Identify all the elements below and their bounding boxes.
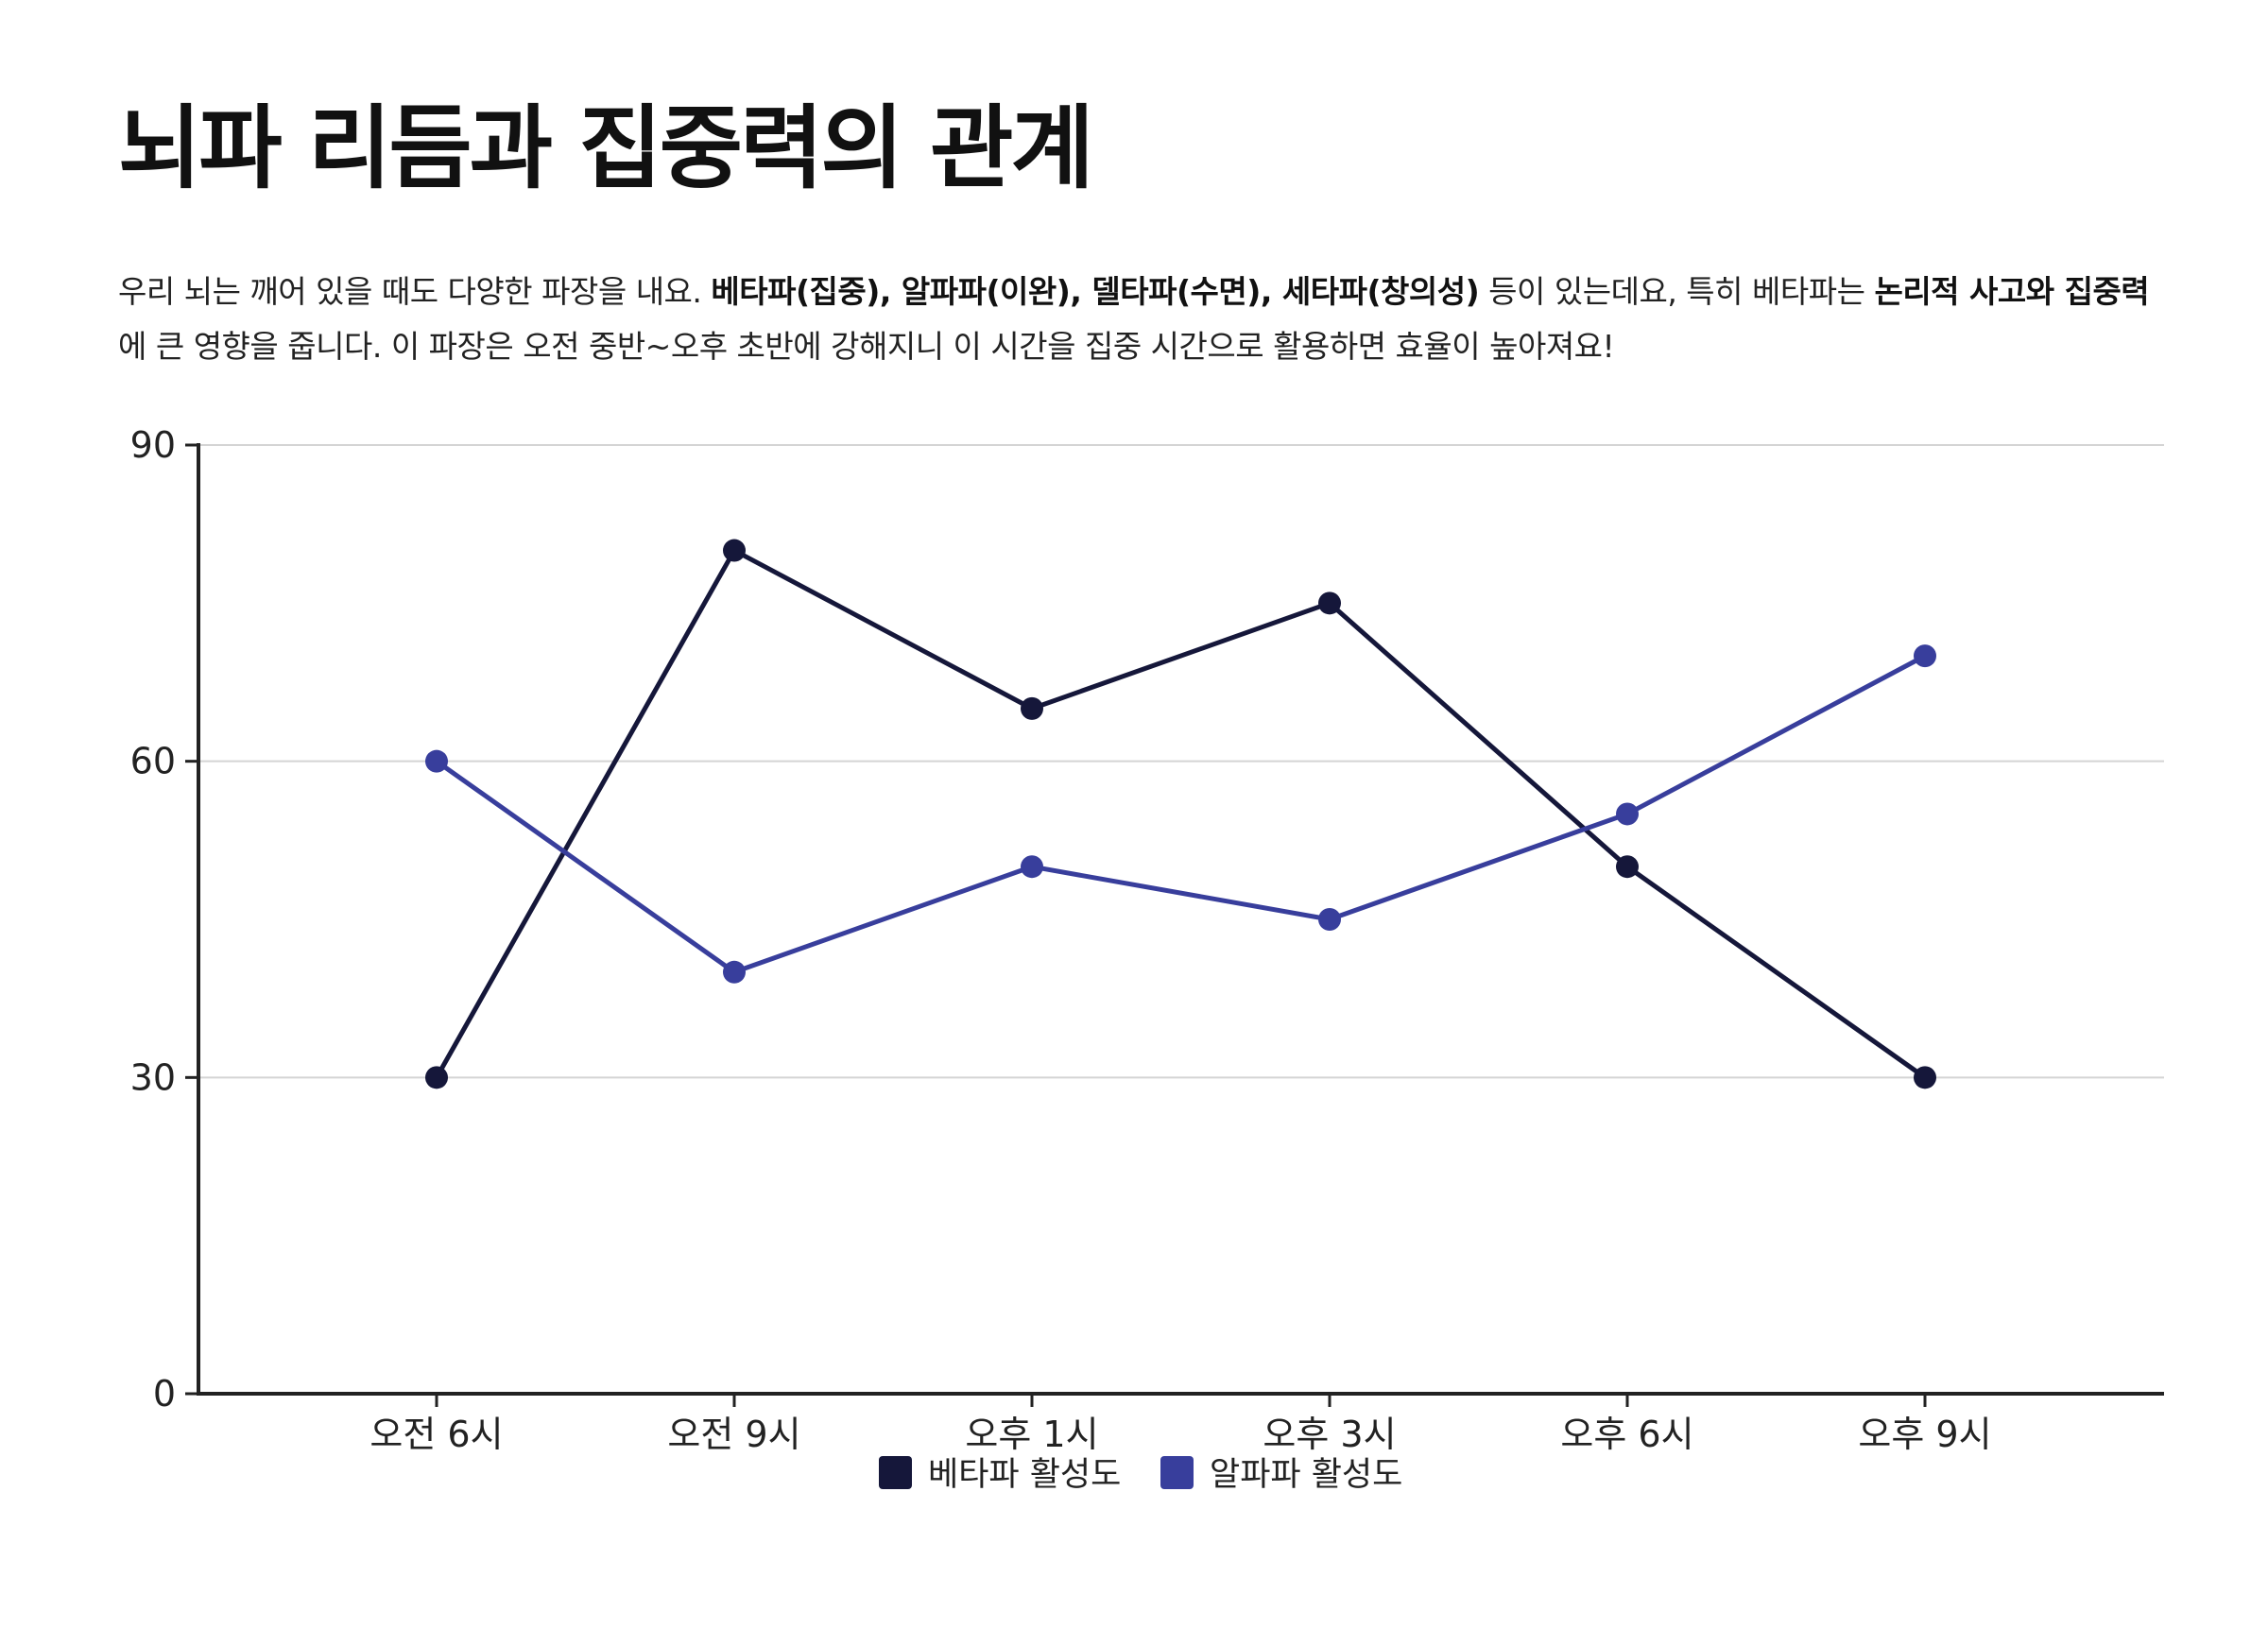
description-text: 등이 있는데요, 특히 베타파는 (1479, 273, 1875, 310)
y-axis-ticks: 0 30 60 90 (130, 424, 198, 1415)
data-point-series-2 (425, 749, 448, 773)
description-text: 우리 뇌는 깨어 있을 때도 다양한 파장을 내요. (118, 273, 712, 310)
y-tick-label: 30 (130, 1056, 176, 1098)
data-point-series-2 (1021, 855, 1043, 879)
data-point-series-1 (1914, 1066, 1936, 1089)
chart-description: 우리 뇌는 깨어 있을 때도 다양한 파장을 내요. 베타파(집중), 알파파(… (118, 265, 2159, 374)
x-tick-label: 오후 6시 (1560, 1414, 1693, 1455)
data-point-series-1 (1021, 696, 1043, 720)
legend-label: 베타파 활성도 (928, 1456, 1121, 1494)
data-point-series-2 (1318, 908, 1341, 931)
gridlines (198, 444, 2164, 1079)
legend[interactable]: 베타파 활성도 알파파 활성도 (879, 1456, 1402, 1494)
y-tick-label: 90 (130, 424, 176, 466)
y-tick-label: 0 (153, 1373, 176, 1415)
description-text: 에 큰 영향을 줍니다. 이 파장은 오전 중반~오후 초반에 강해지니 이 시… (118, 328, 1615, 365)
legend-swatch (1160, 1456, 1194, 1489)
data-point-series-2 (1914, 644, 1936, 668)
legend-swatch (879, 1456, 912, 1489)
description-emphasis: 베타파(집중), 알파파(이완), 델타파(수면), 세타파(창의성) (711, 273, 1480, 310)
description-emphasis: 논리적 사고와 집중력 (1874, 273, 2150, 310)
x-tick-label: 오전 9시 (667, 1414, 800, 1455)
x-tick-label: 오후 1시 (965, 1414, 1098, 1455)
x-tick-label: 오전 6시 (369, 1414, 503, 1455)
data-point-series-2 (1616, 802, 1639, 826)
series-line-2 (435, 653, 1927, 975)
chart-title: 뇌파 리듬과 집중력의 관계 (118, 95, 1094, 201)
data-point-series-1 (1616, 855, 1639, 879)
legend-item[interactable]: 베타파 활성도 (879, 1456, 1121, 1494)
data-point-series-1 (425, 1066, 448, 1089)
legend-item[interactable]: 알파파 활성도 (1160, 1456, 1402, 1494)
x-axis-ticks: 오전 6시 오전 9시 오후 1시 오후 3시 오후 6시 오후 9시 (369, 1394, 1992, 1455)
data-point-series-1 (1318, 592, 1341, 615)
legend-label: 알파파 활성도 (1210, 1456, 1402, 1494)
x-tick-label: 오후 9시 (1858, 1414, 1991, 1455)
series-layer (425, 539, 1936, 1089)
axes (197, 443, 2164, 1396)
data-point-series-2 (723, 960, 746, 984)
data-point-series-1 (723, 539, 746, 562)
series-line-1 (434, 548, 1927, 1080)
y-tick-label: 60 (130, 741, 176, 782)
x-tick-label: 오후 3시 (1263, 1414, 1396, 1455)
